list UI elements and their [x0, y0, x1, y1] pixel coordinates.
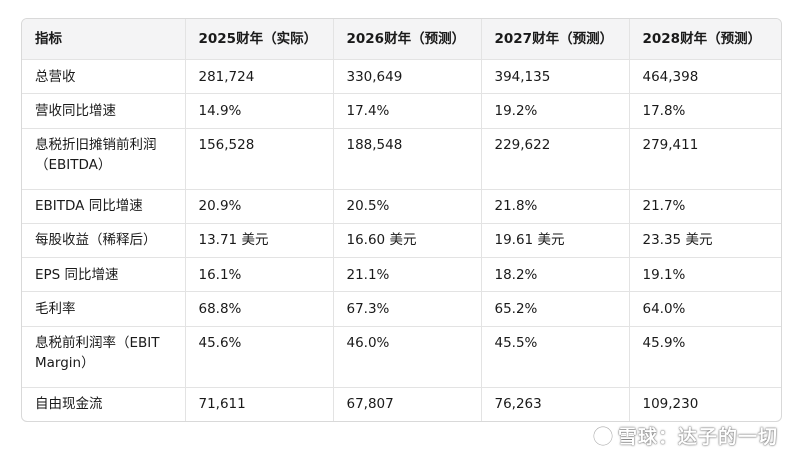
table-cell: 21.8% [481, 189, 630, 224]
snowball-logo-icon [592, 425, 614, 446]
row-label: 息税前利润率（EBIT Margin） [22, 326, 186, 388]
table-cell: 330,649 [333, 59, 482, 95]
row-label: EBITDA 同比增速 [22, 189, 186, 224]
table-header: 指标 2025财年（实际） 2026财年（预测） 2027财年（预测） 2028… [22, 19, 781, 60]
table-cell: 21.7% [629, 189, 781, 224]
row-label: EPS 同比增速 [22, 257, 186, 293]
table-cell: 21.1% [333, 257, 482, 293]
table-cell: 229,622 [481, 128, 630, 190]
row-label: 自由现金流 [22, 387, 186, 421]
table-row: 每股收益（稀释后） 13.71 美元 16.60 美元 19.61 美元 23.… [22, 223, 781, 259]
table-cell: 394,135 [481, 59, 630, 95]
row-label: 营收同比增速 [22, 93, 186, 129]
table-cell: 16.60 美元 [333, 223, 482, 259]
header-cell-fy2027: 2027财年（预测） [481, 19, 630, 60]
table-cell: 67,807 [333, 387, 482, 421]
financial-forecast-table-container: 指标 2025财年（实际） 2026财年（预测） 2027财年（预测） 2028… [21, 18, 782, 422]
table-cell: 109,230 [642, 396, 699, 413]
table-body: 总营收 281,724 330,649 394,135 464,398 营收同比… [22, 59, 781, 421]
table-cell: 188,548 [333, 128, 482, 190]
table-cell: 18.2% [481, 257, 630, 293]
table-cell: 76,263 [481, 387, 630, 421]
header-cell-metric: 指标 [22, 19, 186, 60]
row-label: 每股收益（稀释后） [22, 223, 186, 259]
table-cell: 19.1% [629, 257, 781, 293]
table-cell: 13.71 美元 [185, 223, 334, 259]
header-cell-fy2026: 2026财年（预测） [333, 19, 482, 60]
watermark: 雪球：达子的一切 [592, 422, 778, 449]
table-row: 毛利率 68.8% 67.3% 65.2% 64.0% [22, 291, 781, 327]
table-cell: 17.4% [333, 93, 482, 129]
table-row: EBITDA 同比增速 20.9% 20.5% 21.8% 21.7% [22, 189, 781, 224]
table-row: 息税前利润率（EBIT Margin） 45.6% 46.0% 45.5% 45… [22, 326, 781, 388]
table-cell: 20.9% [185, 189, 334, 224]
table-cell: 279,411 [629, 128, 781, 190]
table-cell: 64.0% [629, 291, 781, 327]
table-cell: 46.0% [333, 326, 482, 388]
table-cell: 23.35 美元 [629, 223, 781, 259]
table-cell: 16.1% [185, 257, 334, 293]
row-label: 息税折旧摊销前利润（EBITDA） [22, 128, 186, 190]
table-row: 总营收 281,724 330,649 394,135 464,398 [22, 59, 781, 95]
table-cell: 19.2% [481, 93, 630, 129]
header-row: 指标 2025财年（实际） 2026财年（预测） 2027财年（预测） 2028… [22, 19, 781, 60]
table-row: 自由现金流 71,611 67,807 76,263 109,230 [22, 387, 781, 421]
table-row: 息税折旧摊销前利润（EBITDA） 156,528 188,548 229,62… [22, 128, 781, 190]
table-cell: 71,611 [185, 387, 334, 421]
table-cell: 281,724 [185, 59, 334, 95]
header-cell-fy2028: 2028财年（预测） [629, 19, 781, 60]
financial-forecast-table: 指标 2025财年（实际） 2026财年（预测） 2027财年（预测） 2028… [22, 19, 781, 421]
table-cell: 45.5% [481, 326, 630, 388]
table-cell: 156,528 [185, 128, 334, 190]
table-cell: 65.2% [481, 291, 630, 327]
table-cell: 464,398 [629, 59, 781, 95]
table-row: 营收同比增速 14.9% 17.4% 19.2% 17.8% [22, 93, 781, 129]
row-label: 毛利率 [22, 291, 186, 327]
table-row: EPS 同比增速 16.1% 21.1% 18.2% 19.1% [22, 257, 781, 293]
row-label: 总营收 [22, 59, 186, 95]
table-cell: 14.9% [185, 93, 334, 129]
table-cell: 20.5% [333, 189, 482, 224]
table-cell: 68.8% [185, 291, 334, 327]
table-cell: 67.3% [333, 291, 482, 327]
table-cell: 19.61 美元 [481, 223, 630, 259]
table-cell: 17.8% [629, 93, 781, 129]
table-cell: 45.9% [629, 326, 781, 388]
table-cell: 45.6% [185, 326, 334, 388]
header-cell-fy2025: 2025财年（实际） [185, 19, 334, 60]
watermark-text: 雪球：达子的一切 [617, 426, 778, 448]
